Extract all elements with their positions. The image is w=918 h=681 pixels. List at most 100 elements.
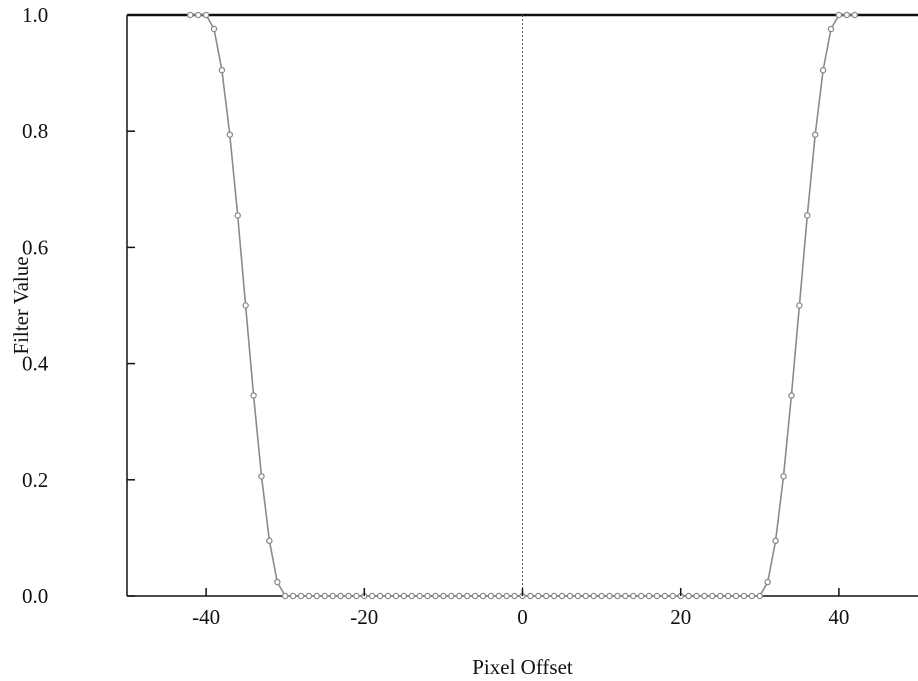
data-point: [511, 592, 518, 600]
data-point: [242, 302, 249, 309]
x-axis-ticks: -40 -20 0 20 40: [192, 588, 849, 629]
data-point: [503, 592, 510, 600]
data-point: [384, 592, 392, 600]
data-point: [487, 592, 495, 600]
data-point: [187, 11, 194, 19]
data-point: [471, 592, 479, 600]
data-point: [598, 592, 605, 600]
data-point: [582, 592, 590, 600]
y-tick-label: 0.0: [22, 584, 48, 608]
data-point: [629, 592, 637, 600]
data-point: [851, 11, 858, 19]
data-point: [622, 592, 629, 600]
y-tick-label: 0.6: [22, 235, 48, 259]
data-point: [764, 578, 771, 586]
data-point: [614, 592, 621, 600]
y-tick-label: 0.8: [22, 119, 48, 143]
y-axis-ticks: 0.0 0.2 0.4 0.6 0.8 1.0: [22, 3, 135, 608]
data-point: [566, 592, 574, 600]
data-point: [424, 592, 431, 600]
data-point: [590, 592, 597, 600]
data-point: [313, 592, 321, 600]
data-point: [527, 592, 534, 600]
data-point: [574, 592, 582, 600]
data-point: [289, 592, 297, 600]
data-point: [693, 592, 700, 600]
x-tick-label: -20: [350, 605, 378, 629]
data-point: [329, 592, 336, 600]
data-point: [226, 131, 234, 138]
data-point: [542, 592, 550, 600]
x-tick-label: -40: [192, 605, 220, 629]
data-point: [717, 592, 724, 600]
data-point: [811, 131, 819, 138]
y-tick-label: 0.2: [22, 468, 48, 492]
data-point: [337, 592, 344, 600]
data-point: [463, 592, 471, 600]
data-point: [709, 592, 716, 600]
data-point: [796, 302, 803, 309]
plot-area: [126, 11, 918, 600]
data-point: [535, 592, 542, 600]
data-point: [274, 578, 281, 586]
data-point: [479, 592, 487, 600]
data-point: [740, 592, 748, 600]
data-point: [210, 25, 218, 33]
data-point: [376, 592, 384, 600]
data-point: [345, 592, 352, 600]
data-point: [440, 592, 447, 600]
data-point: [819, 66, 827, 74]
data-point: [843, 11, 851, 19]
data-point: [550, 592, 558, 600]
data-point: [266, 537, 273, 545]
data-point: [653, 592, 661, 600]
data-point: [804, 212, 811, 219]
data-point: [408, 592, 416, 600]
data-point: [297, 592, 305, 600]
x-axis-title: Pixel Offset: [472, 655, 573, 679]
data-point: [661, 592, 669, 600]
data-point: [788, 392, 795, 399]
data-point: [558, 592, 566, 600]
data-point: [448, 592, 455, 600]
data-point: [701, 592, 708, 600]
data-point: [321, 592, 328, 600]
marker-group: [187, 11, 858, 600]
y-tick-label: 0.4: [22, 352, 49, 376]
data-point: [685, 592, 692, 600]
data-point: [305, 592, 313, 600]
data-point: [400, 592, 408, 600]
data-point: [455, 592, 463, 600]
data-point: [250, 392, 257, 399]
x-tick-label: 0: [517, 605, 528, 629]
data-point: [835, 11, 843, 19]
x-tick-label: 40: [828, 605, 849, 629]
data-point: [724, 592, 732, 600]
data-point: [432, 592, 439, 600]
data-point: [669, 592, 677, 600]
data-point: [416, 592, 423, 600]
data-point: [637, 592, 645, 600]
y-axis-title: Filter Value: [9, 256, 33, 354]
data-point: [202, 11, 210, 19]
data-point: [772, 537, 779, 545]
data-point: [756, 592, 764, 600]
data-point: [234, 212, 241, 219]
data-point: [748, 592, 756, 600]
y-tick-label: 1.0: [22, 3, 48, 27]
data-point: [392, 592, 400, 600]
data-point: [495, 592, 503, 600]
data-point: [194, 11, 202, 19]
data-point: [645, 592, 653, 600]
data-point: [281, 592, 289, 600]
data-point: [827, 25, 835, 33]
data-point: [218, 66, 226, 74]
data-point: [732, 592, 740, 600]
data-point: [368, 592, 376, 600]
data-point: [353, 592, 360, 600]
x-tick-label: 20: [670, 605, 691, 629]
data-point: [258, 473, 265, 480]
data-point: [606, 592, 613, 600]
data-point: [780, 473, 787, 480]
